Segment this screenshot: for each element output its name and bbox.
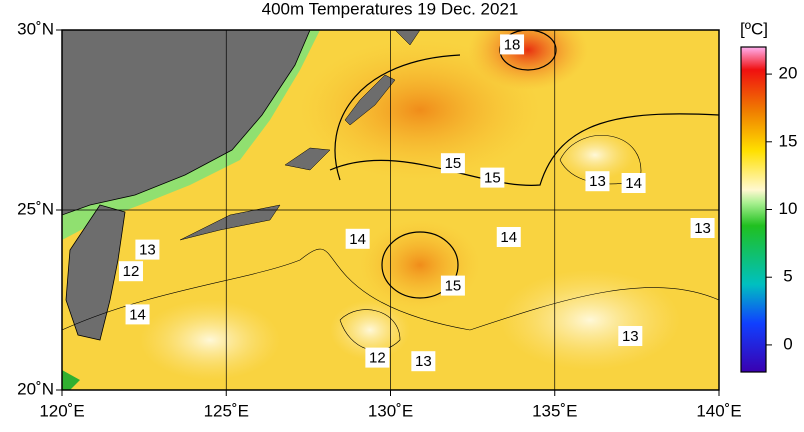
chart-title: 400m Temperatures 19 Dec. 2021 bbox=[262, 0, 519, 18]
colorbar-tick-label: 20 bbox=[779, 64, 798, 83]
contour-label: 14 bbox=[349, 231, 366, 248]
contour-label: 15 bbox=[445, 278, 462, 295]
colorbar-tick-label: 10 bbox=[779, 199, 798, 218]
contour-label-box bbox=[618, 326, 643, 346]
contour-label-box bbox=[118, 261, 143, 282]
contour-label-box bbox=[496, 227, 521, 247]
contour-label: 14 bbox=[500, 229, 517, 246]
contour-label-box bbox=[500, 34, 525, 55]
contour-label: 12 bbox=[369, 350, 386, 367]
x-tick-label: 125˚E bbox=[204, 401, 249, 420]
x-tick-label: 140˚E bbox=[696, 401, 741, 420]
contour-label-box bbox=[135, 239, 160, 260]
x-tick-label: 120˚E bbox=[39, 401, 84, 420]
y-tick-label: 20˚N bbox=[17, 379, 54, 398]
x-tick-label: 135˚E bbox=[532, 401, 577, 420]
y-tick-label: 30˚N bbox=[17, 19, 54, 38]
contour-label-box bbox=[345, 228, 370, 249]
contour-label: 18 bbox=[504, 36, 521, 53]
colorbar bbox=[740, 46, 767, 373]
contour-label-box bbox=[480, 167, 505, 188]
contour-label-box bbox=[585, 171, 610, 192]
contour-label-box bbox=[411, 351, 436, 372]
colorbar-label: [ºC] bbox=[740, 19, 768, 38]
contour-label: 14 bbox=[129, 306, 146, 323]
colorbar-tick-label: 5 bbox=[783, 267, 792, 286]
contour-label: 13 bbox=[139, 242, 156, 259]
contour-label-box bbox=[125, 304, 150, 325]
contour-label-box bbox=[690, 218, 715, 238]
contour-label-box bbox=[365, 347, 390, 368]
contour-label: 13 bbox=[694, 220, 711, 237]
contour-label: 13 bbox=[622, 328, 639, 345]
contour-label-box bbox=[440, 275, 465, 296]
x-tick-label: 130˚E bbox=[368, 401, 413, 420]
contour-label: 13 bbox=[415, 353, 432, 370]
contour-label-box bbox=[621, 173, 646, 193]
contour-label: 15 bbox=[484, 170, 501, 187]
contour-label: 14 bbox=[625, 175, 642, 192]
contour-label: 13 bbox=[589, 173, 606, 190]
colorbar-tick-label: 0 bbox=[783, 334, 792, 353]
contour-label: 12 bbox=[123, 263, 140, 280]
contour-label: 15 bbox=[445, 155, 462, 172]
contour-label-box bbox=[440, 153, 465, 174]
colorbar-tick-label: 15 bbox=[779, 131, 798, 150]
y-tick-label: 25˚N bbox=[17, 199, 54, 218]
